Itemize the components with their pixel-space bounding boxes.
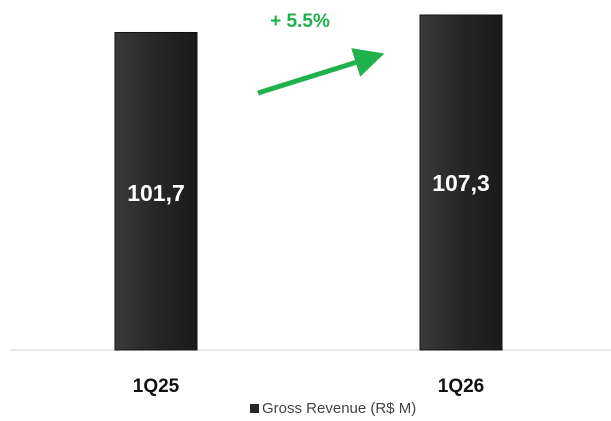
annotation: + 5.5% xyxy=(270,11,330,32)
growth-arrow xyxy=(257,48,385,96)
value-label: 107,3 xyxy=(432,170,490,196)
bar xyxy=(114,31,198,351)
value-label: 101,7 xyxy=(127,180,185,206)
x-tick-label: 1Q26 xyxy=(438,376,484,397)
x-tick-label: 1Q25 xyxy=(133,376,180,397)
legend-label: Gross Revenue (R$ M) xyxy=(262,400,416,417)
legend-swatch xyxy=(250,404,259,413)
bar xyxy=(419,14,503,351)
